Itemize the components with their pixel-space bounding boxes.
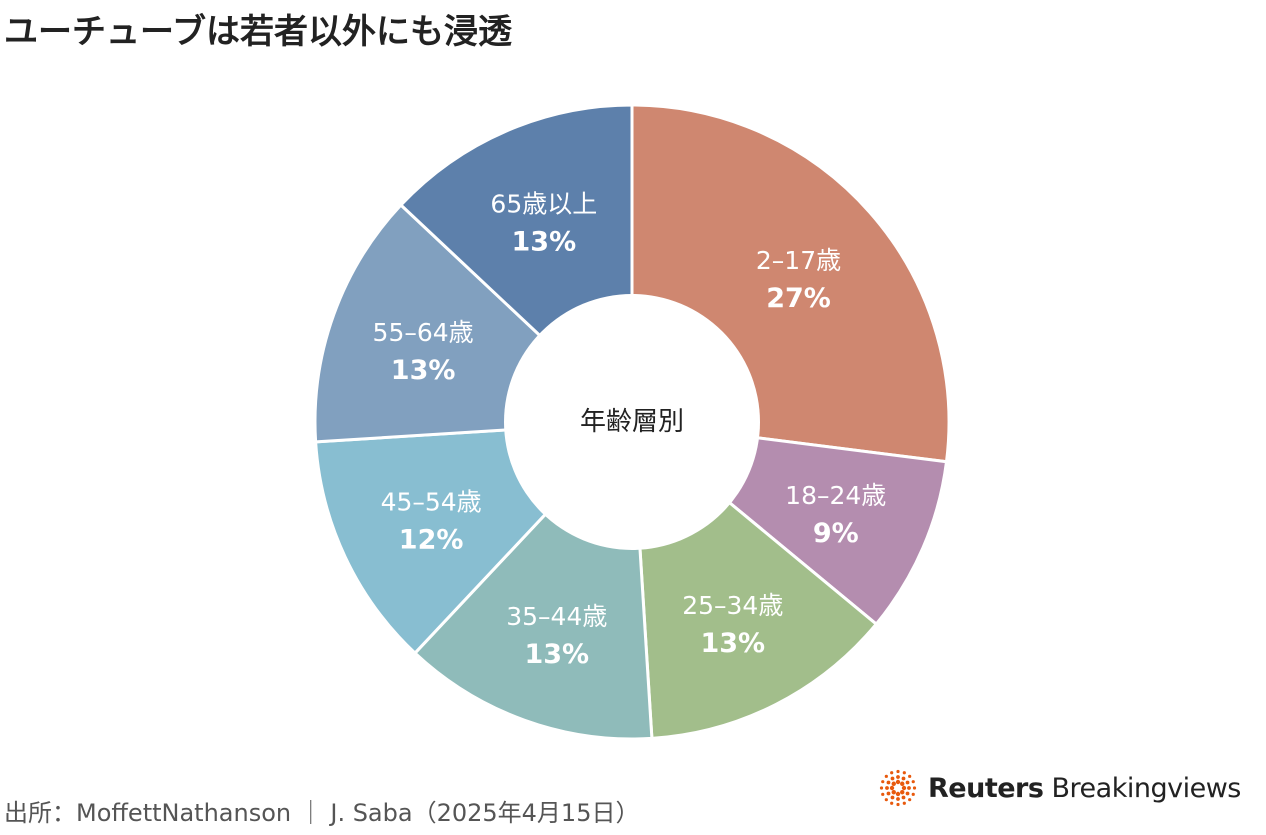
slice-value-label: 9% xyxy=(813,518,859,549)
logo-dot xyxy=(908,774,912,778)
logo-dot xyxy=(907,786,911,790)
logo-dot xyxy=(905,791,910,796)
logo-dot xyxy=(886,791,891,796)
logo-dot xyxy=(884,798,888,802)
logo-dot xyxy=(885,786,889,790)
slice-category-label: 55–64歳 xyxy=(373,318,474,347)
logo-dot xyxy=(879,786,884,790)
source-note: 出所：MoffettNathanson ｜ J. Saba（2025年4月15日… xyxy=(4,799,640,827)
slice-category-label: 18–24歳 xyxy=(785,481,886,510)
slice-value-label: 13% xyxy=(524,639,589,670)
logo-dot xyxy=(890,795,895,800)
logo-dot xyxy=(896,797,900,801)
chart-title: ユーチューブは若者以外にも浸透 xyxy=(4,12,512,52)
logo-dot xyxy=(896,769,900,774)
slice-value-label: 27% xyxy=(766,283,831,314)
slice-category-label: 45–54歳 xyxy=(381,488,482,517)
logo-dot xyxy=(890,801,894,805)
logo-dot xyxy=(895,779,901,785)
brand-logo: Reuters Breakingviews xyxy=(876,768,1241,808)
logo-dot xyxy=(912,786,917,790)
logo-dot xyxy=(901,795,906,800)
slice-value-label: 12% xyxy=(399,525,464,556)
logo-dot xyxy=(908,798,912,802)
slice-value-label: 13% xyxy=(512,226,577,257)
slice-category-label: 65歳以上 xyxy=(490,189,597,218)
logo-dot xyxy=(911,780,915,784)
logo-dot xyxy=(911,792,915,796)
logo-dot xyxy=(891,790,896,795)
logo-dot xyxy=(900,790,905,795)
reuters-dot-icon xyxy=(879,769,917,807)
logo-dot xyxy=(905,780,910,785)
slice-value-label: 13% xyxy=(700,628,765,659)
logo-dot xyxy=(884,774,888,778)
logo-dot xyxy=(901,776,906,781)
logo-dot xyxy=(881,780,885,784)
logo-dot xyxy=(895,791,901,797)
slice-value-label: 13% xyxy=(391,355,456,386)
logo-dot xyxy=(902,771,906,775)
brand-name-regular: Breakingviews xyxy=(1051,772,1242,804)
brand-name: Reuters Breakingviews xyxy=(928,773,1241,804)
logo-dot xyxy=(902,801,906,805)
brand-name-bold: Reuters xyxy=(928,772,1044,804)
slice-category-label: 35–44歳 xyxy=(506,602,607,631)
logo-dot xyxy=(886,780,891,785)
slice-category-label: 2–17歳 xyxy=(756,246,841,275)
logo-dot xyxy=(891,781,896,786)
logo-dot xyxy=(900,781,905,786)
logo-dot xyxy=(896,802,900,807)
center-label: 年齢層別 xyxy=(580,407,684,437)
logo-dot xyxy=(889,785,895,791)
donut-hole xyxy=(504,294,760,550)
logo-dot xyxy=(881,792,885,796)
slice-category-label: 25–34歳 xyxy=(682,591,783,620)
logo-dot xyxy=(896,775,900,779)
logo-dot xyxy=(890,771,894,775)
logo-dot xyxy=(901,785,907,791)
logo-dot xyxy=(890,776,895,781)
